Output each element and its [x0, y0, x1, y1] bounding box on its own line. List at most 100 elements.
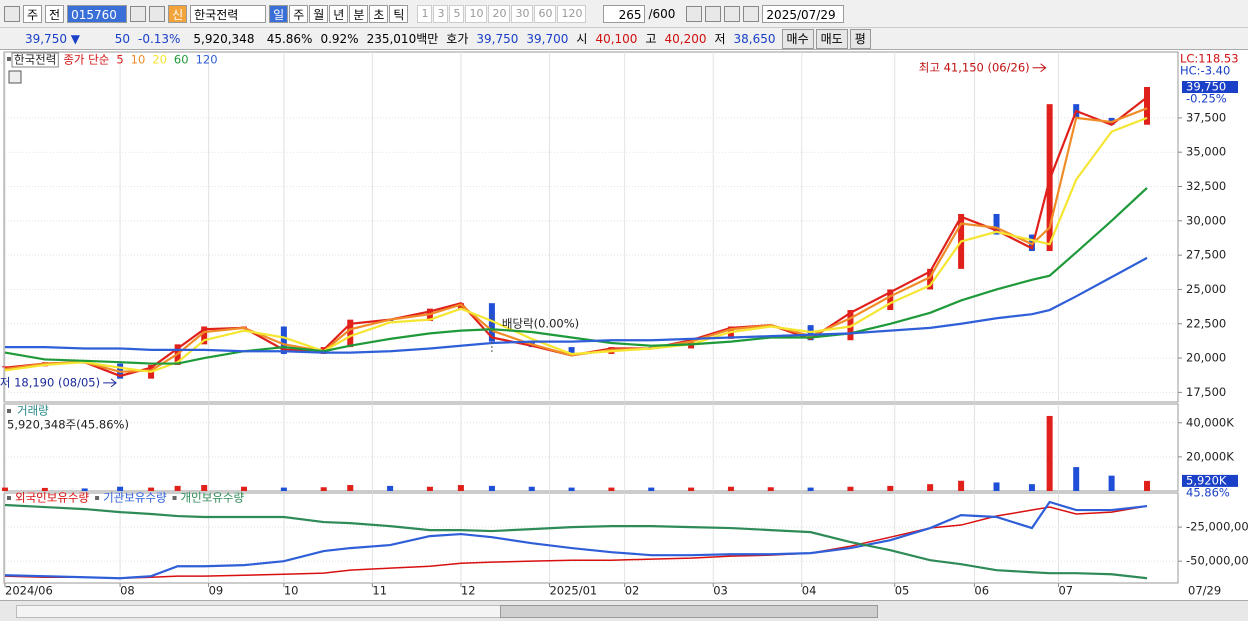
period-button[interactable]: 주 [289, 4, 309, 23]
market[interactable]: 주 [23, 4, 43, 23]
volume-rate: 45.86% [266, 31, 313, 46]
buy-button[interactable]: 매수 [781, 28, 814, 49]
interval-button[interactable]: 120 [557, 4, 587, 23]
y-tick-label: 30,000 [1186, 213, 1226, 227]
volume-bar [1073, 467, 1080, 491]
interval-button[interactable]: 60 [534, 4, 557, 23]
badge: 신 [168, 4, 188, 23]
volume-bar [847, 486, 854, 491]
date[interactable]: 2025/07/29 [762, 4, 845, 23]
candle [568, 347, 575, 354]
x-tick-label: 11 [372, 584, 387, 598]
legend-label: 5 [116, 53, 123, 67]
open: 40,100 [595, 31, 638, 46]
series-line [5, 256, 1148, 354]
count[interactable]: 265 [603, 4, 646, 23]
interval-button[interactable]: 10 [465, 4, 488, 23]
save-icon[interactable] [724, 5, 741, 22]
high: 40,200 [664, 31, 707, 46]
period-button[interactable]: 틱 [389, 4, 409, 23]
volume-bar [426, 486, 433, 491]
volume-bar [767, 487, 774, 491]
prev[interactable]: 전 [45, 4, 65, 23]
sell-button[interactable]: 매도 [815, 28, 848, 49]
legend-label: 20 [152, 53, 167, 67]
volume-bar [387, 485, 394, 491]
scrollbar [0, 600, 1248, 621]
period-button[interactable]: 월 [309, 4, 329, 23]
volume-bar [688, 487, 695, 491]
volume-bar [568, 487, 575, 491]
code-input[interactable]: 015760 [67, 4, 128, 23]
change-rate: -0.13% [138, 31, 181, 46]
volume-bar [608, 487, 615, 491]
y-tick-label: 40,000K [1186, 415, 1234, 429]
legend-dot [7, 57, 11, 61]
period-button[interactable]: 분 [349, 4, 369, 23]
x-tick-label: 2024/06 [5, 584, 53, 598]
legend-label: 한국전력 [14, 53, 56, 67]
count-max: /600 [648, 6, 676, 21]
period-button[interactable]: 년 [329, 4, 349, 23]
tool-icon[interactable] [686, 5, 703, 22]
candle [927, 268, 934, 290]
candle [847, 310, 854, 341]
volume-bar [927, 484, 934, 491]
x-tick-label: 09 [209, 584, 224, 598]
change-label: -0.25% [1186, 92, 1227, 106]
intervals: 1 3 5 10 20 30 60 120 [417, 4, 587, 23]
y-tick-label: 37,500 [1186, 110, 1226, 124]
legend-label: 외국인보유수량 [15, 491, 89, 505]
legend-dot [95, 496, 100, 500]
menu-icon[interactable] [4, 5, 20, 22]
y-tick-label: 20,000K [1186, 449, 1234, 463]
candle [1144, 87, 1151, 125]
interval-button[interactable]: 20 [488, 4, 511, 23]
y-tick-label: 22,500 [1186, 316, 1226, 330]
annotation: 최저 18,190 (08/05) [0, 375, 100, 389]
series-line [4, 505, 1148, 579]
interval-button[interactable]: 1 [417, 4, 433, 23]
ask: 39,750 [476, 31, 519, 46]
period-button[interactable]: 초 [369, 4, 389, 23]
quote-label: 호가 [446, 31, 469, 46]
interval-button[interactable]: 30 [511, 4, 534, 23]
stock-name[interactable]: 한국전력 [190, 4, 267, 23]
volume-bar [887, 485, 894, 491]
volume-bar [727, 486, 734, 491]
series-line [4, 107, 1148, 373]
tool-icon[interactable] [705, 5, 722, 22]
candle [993, 213, 1000, 235]
volume-bar [201, 485, 208, 491]
sound-icon[interactable] [149, 5, 166, 22]
legend-dot [172, 496, 177, 500]
volume-bar [488, 485, 495, 491]
interval-button[interactable]: 5 [449, 4, 465, 23]
turnover: 0.92% [320, 31, 359, 46]
volume-bar [993, 482, 1000, 491]
chart: 17,500 20,000 22,500 25,000 27,500 30,000 32,5… [0, 51, 1248, 598]
volume-bar [241, 486, 248, 491]
legend-dot [7, 409, 11, 413]
panel-title: 거래량 [17, 404, 49, 418]
search-icon[interactable] [130, 5, 147, 22]
candle [201, 326, 208, 345]
scroll-thumb[interactable] [500, 605, 878, 618]
last-label: 5,920K [1186, 473, 1227, 487]
period-button[interactable]: 일 [269, 4, 289, 23]
y-tick-label: 27,500 [1186, 248, 1226, 262]
annotation-arrow [103, 378, 117, 388]
panel [3, 403, 1179, 492]
volume: 5,920,348 [193, 31, 255, 46]
interval-button[interactable]: 3 [433, 4, 449, 23]
hc-label: HC:-3.40 [1180, 64, 1230, 78]
settings-icon[interactable] [743, 5, 760, 22]
volume-bar [1144, 480, 1151, 491]
y-tick-label: 25,000 [1186, 282, 1226, 296]
series-line [4, 503, 1148, 580]
avg-button[interactable]: 평 [849, 28, 871, 49]
series-line [4, 116, 1148, 373]
volume-bar [2, 487, 8, 491]
